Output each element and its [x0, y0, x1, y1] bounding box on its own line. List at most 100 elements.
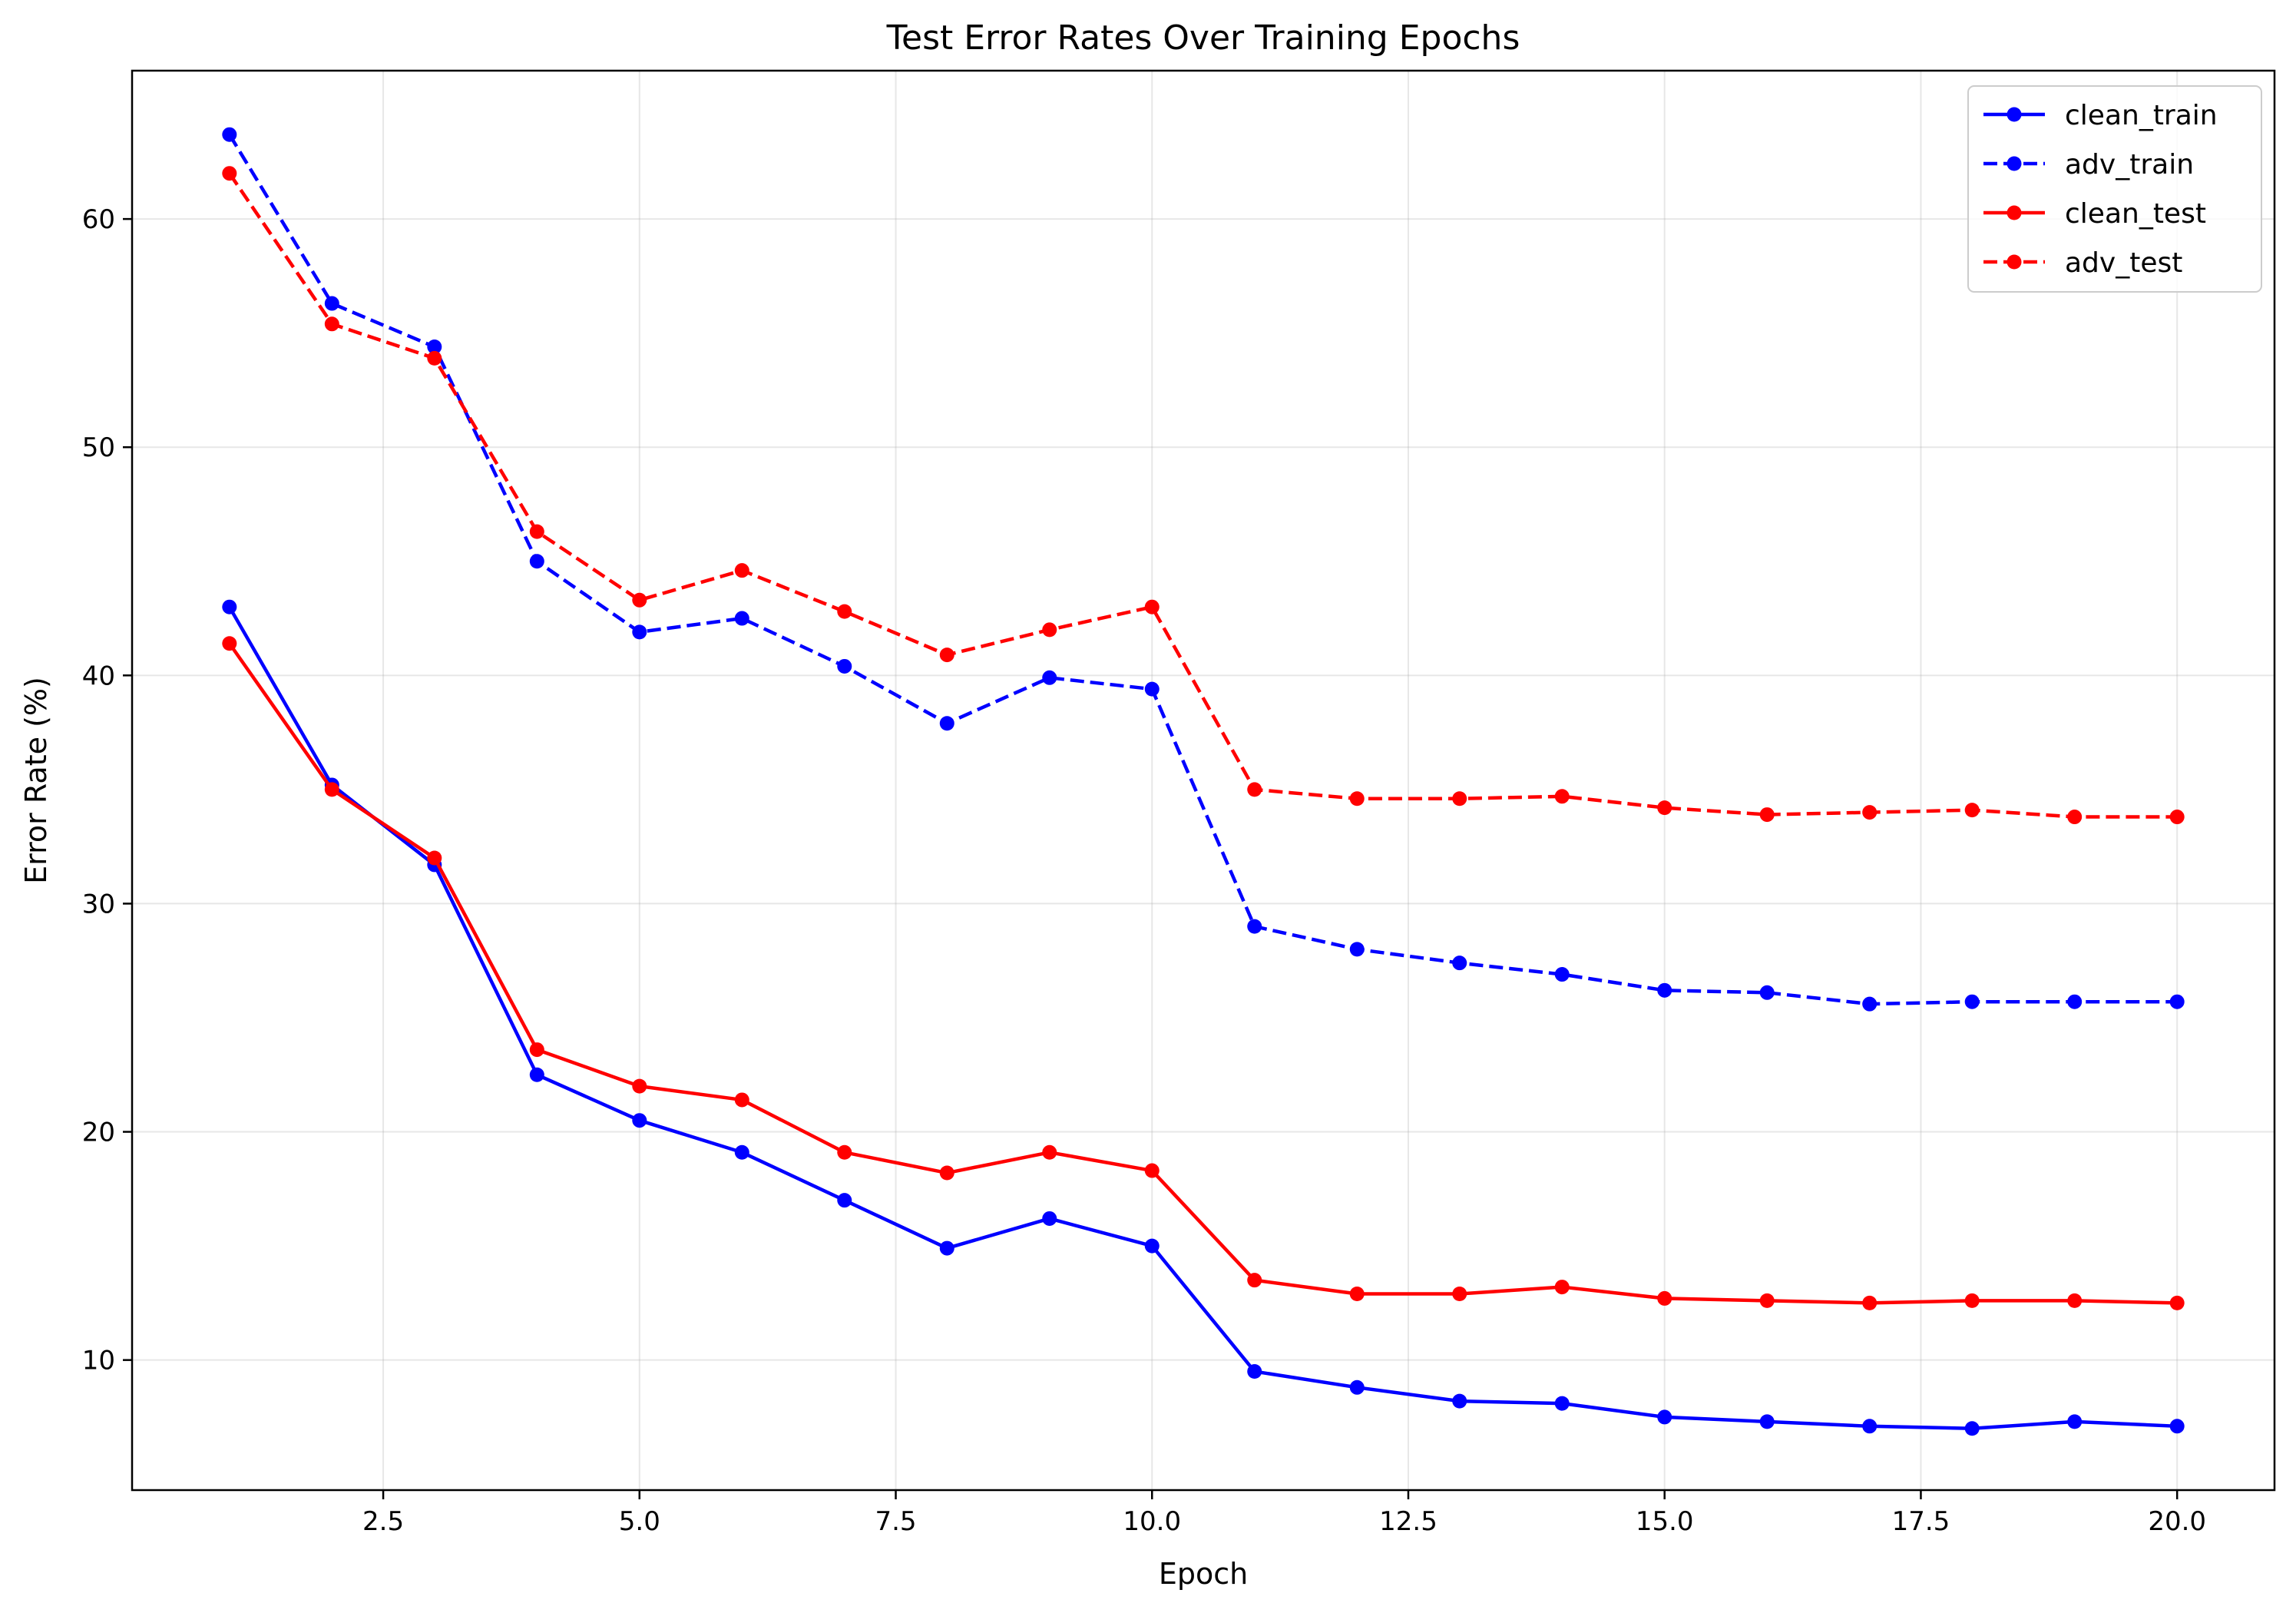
data-point-clean-test: [1452, 1286, 1467, 1301]
axis-ticks: 2.5 5.0 7.5 10.0 12.5 15.0 17.5 20.0 10 20 30 40 50 6…: [82, 204, 2206, 1537]
data-point-adv-test: [1657, 800, 1672, 816]
data-point-adv-test: [2169, 810, 2185, 825]
data-point-clean-train: [222, 599, 237, 614]
data-point-clean-test: [939, 1165, 954, 1181]
data-point-clean-train: [1554, 1396, 1570, 1411]
data-point-adv-train: [632, 624, 647, 640]
data-point-clean-test: [2169, 1295, 2185, 1310]
legend-marker-adv-train: [2007, 156, 2022, 171]
legend-marker-clean-train: [2007, 107, 2022, 122]
data-point-clean-train: [734, 1144, 749, 1160]
data-point-adv-test: [529, 524, 544, 539]
x-tick-label: 7.5: [875, 1506, 916, 1537]
data-point-clean-test: [1862, 1295, 1877, 1310]
data-point-adv-test: [734, 563, 749, 578]
data-point-clean-train: [632, 1113, 647, 1128]
data-point-adv-train: [1759, 985, 1775, 1000]
data-point-adv-test: [1349, 791, 1365, 806]
data-point-clean-test: [1657, 1290, 1672, 1306]
series-line-clean-test: [227, 642, 2178, 1305]
y-tick-label: 20: [82, 1118, 115, 1148]
series-adv-test: [222, 166, 2185, 825]
data-point-clean-test: [1964, 1293, 1980, 1308]
x-tick-label: 12.5: [1379, 1506, 1437, 1537]
data-point-adv-train: [1247, 919, 1262, 934]
data-point-adv-train: [1452, 956, 1467, 971]
data-point-adv-train: [734, 611, 749, 626]
data-point-clean-train: [1042, 1211, 1057, 1226]
x-tick-label: 20.0: [2148, 1506, 2206, 1537]
data-point-adv-train: [427, 339, 442, 354]
data-point-clean-train: [1759, 1414, 1775, 1429]
data-point-adv-train: [939, 716, 954, 731]
legend-label-adv-train: adv_train: [2065, 149, 2194, 181]
data-point-clean-test: [2067, 1293, 2083, 1308]
legend-box: [1967, 85, 2262, 293]
data-point-adv-train: [1657, 982, 1672, 998]
series-line-adv-train: [227, 134, 2178, 1006]
y-tick-label: 60: [82, 204, 115, 235]
x-tick-label: 10.0: [1123, 1506, 1181, 1537]
data-point-clean-train: [1349, 1379, 1365, 1395]
data-point-clean-train: [529, 1067, 544, 1082]
data-point-clean-test: [1759, 1293, 1775, 1308]
legend-marker-adv-test: [2007, 254, 2022, 270]
data-point-clean-train: [2067, 1414, 2083, 1429]
data-point-adv-train: [1554, 967, 1570, 982]
data-point-adv-test: [1759, 807, 1775, 823]
grid: [132, 71, 2274, 1490]
y-tick-label: 40: [82, 661, 115, 691]
data-point-adv-test: [1247, 782, 1262, 797]
data-point-adv-train: [1349, 942, 1365, 957]
data-point-clean-test: [427, 850, 442, 866]
x-tick-label: 2.5: [362, 1506, 404, 1537]
chart-title: Test Error Rates Over Training Epochs: [886, 18, 1520, 58]
data-point-adv-train: [1862, 996, 1877, 1012]
data-point-clean-test: [1247, 1273, 1262, 1288]
y-axis-label: Error Rate (%): [19, 677, 53, 884]
y-tick-label: 30: [82, 889, 115, 919]
y-tick-label: 50: [82, 432, 115, 463]
data-point-adv-test: [1554, 789, 1570, 804]
data-point-clean-test: [1554, 1280, 1570, 1295]
legend-label-clean-train: clean_train: [2065, 100, 2218, 131]
data-point-adv-train: [222, 127, 237, 142]
series-clean-train: [222, 599, 2185, 1436]
data-point-adv-test: [1144, 599, 1160, 614]
data-point-adv-train: [1144, 681, 1160, 697]
data-point-clean-train: [1247, 1364, 1262, 1379]
data-point-adv-test: [1862, 805, 1877, 820]
data-point-clean-train: [1862, 1419, 1877, 1434]
data-point-adv-test: [1452, 791, 1467, 806]
data-point-adv-test: [1964, 803, 1980, 818]
data-point-adv-test: [222, 166, 237, 181]
data-point-adv-test: [939, 648, 954, 663]
series-line-adv-test: [227, 172, 2178, 819]
series-clean-test: [222, 636, 2185, 1310]
data-point-adv-test: [1042, 622, 1057, 638]
plot-area-frame: [131, 69, 2276, 1492]
data-point-adv-test: [427, 350, 442, 366]
x-tick-label: 5.0: [619, 1506, 660, 1537]
data-point-adv-train: [837, 658, 852, 674]
y-tick-label: 10: [82, 1346, 115, 1376]
data-point-clean-test: [222, 636, 237, 651]
data-point-clean-train: [939, 1240, 954, 1256]
data-point-clean-test: [1349, 1286, 1365, 1301]
legend-marker-clean-test: [2007, 205, 2022, 220]
data-point-clean-test: [1144, 1163, 1160, 1178]
data-point-adv-test: [2067, 810, 2083, 825]
legend-label-adv-test: adv_test: [2065, 247, 2182, 279]
data-point-clean-test: [734, 1092, 749, 1108]
data-point-clean-train: [1964, 1421, 1980, 1436]
series-line-clean-train: [227, 606, 2178, 1431]
x-tick-label: 17.5: [1892, 1506, 1950, 1537]
data-point-clean-test: [529, 1042, 544, 1058]
series-adv-train: [222, 127, 2185, 1012]
data-point-adv-train: [324, 296, 339, 311]
data-point-adv-train: [2169, 994, 2185, 1009]
data-point-adv-test: [837, 604, 852, 619]
data-point-clean-train: [837, 1193, 852, 1208]
x-tick-label: 15.0: [1636, 1506, 1694, 1537]
